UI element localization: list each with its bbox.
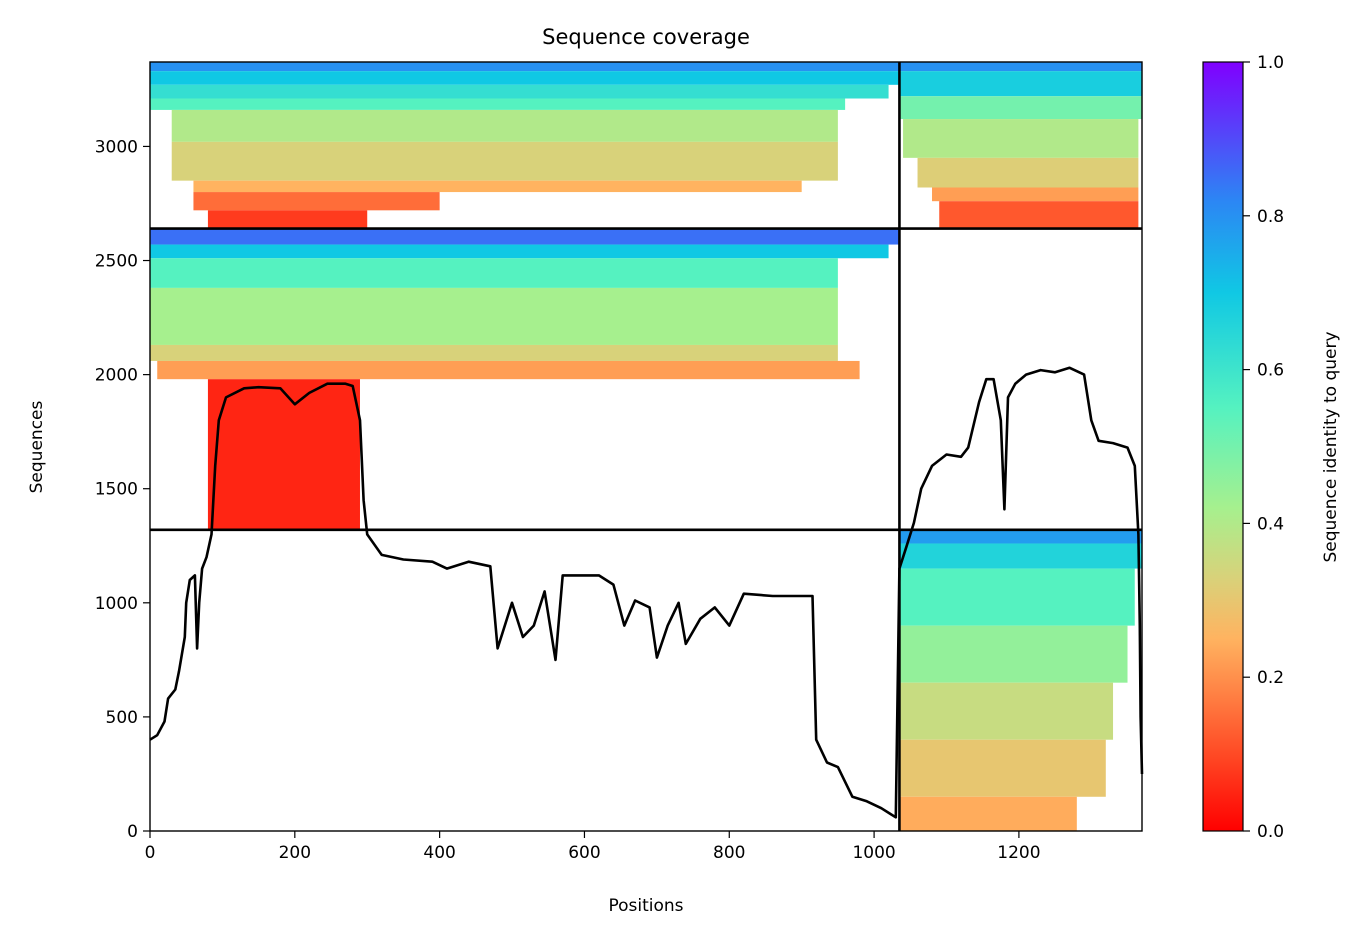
- identity-band: [150, 228, 900, 245]
- identity-band: [899, 543, 1142, 569]
- identity-band: [899, 739, 1106, 797]
- x-tick-label: 1000: [852, 843, 895, 863]
- colorbar-tick-label: 0.0: [1257, 822, 1284, 842]
- x-tick-label: 1200: [997, 843, 1040, 863]
- y-tick-label: 2500: [95, 252, 138, 272]
- identity-band: [193, 192, 440, 211]
- x-axis-label: Positions: [608, 896, 683, 916]
- identity-band: [932, 187, 1139, 202]
- y-tick-label: 1000: [95, 594, 138, 614]
- colorbar-tick-label: 1.0: [1257, 53, 1284, 73]
- identity-band: [207, 210, 368, 229]
- coverage-lines: [149, 366, 1144, 819]
- coverage-line: [149, 366, 1144, 819]
- identity-band: [207, 379, 360, 530]
- identity-band: [150, 287, 838, 345]
- identity-band: [150, 62, 900, 72]
- coverage-block-1: [150, 62, 900, 229]
- colorbar-gradient: [1202, 61, 1244, 832]
- colorbar-tick-label: 0.2: [1257, 668, 1284, 688]
- identity-band: [899, 529, 1142, 544]
- block-dividers: [150, 62, 1142, 831]
- identity-band: [899, 71, 1142, 97]
- identity-band: [150, 98, 846, 110]
- coverage-block-2: [899, 62, 1142, 229]
- identity-band: [150, 71, 900, 85]
- colorbar: 0.0 0.2 0.4 0.6 0.8 1.0 Sequence identity to …: [1202, 53, 1341, 842]
- identity-band: [171, 141, 838, 181]
- heatmap-area: [150, 62, 1142, 831]
- colorbar-tick-label: 0.8: [1257, 207, 1284, 227]
- identity-band: [899, 96, 1142, 120]
- y-tick-label: 0: [127, 822, 138, 842]
- identity-band: [939, 201, 1139, 229]
- identity-band: [899, 568, 1135, 626]
- x-tick-label: 600: [568, 843, 600, 863]
- identity-band: [917, 157, 1139, 188]
- x-tick-label: 400: [423, 843, 455, 863]
- identity-band: [899, 682, 1114, 740]
- identity-band: [903, 119, 1139, 158]
- identity-band: [193, 180, 802, 193]
- colorbar-tick-label: 0.4: [1257, 514, 1284, 534]
- y-tick-label: 3000: [95, 137, 138, 157]
- plot-frame: [149, 61, 1143, 832]
- identity-band: [150, 258, 838, 288]
- colorbar-label: Sequence identity to query: [1321, 331, 1341, 562]
- coverage-block-4: [899, 529, 1142, 831]
- y-tick-label: 1500: [95, 480, 138, 500]
- identity-band: [899, 796, 1077, 831]
- x-tick-label: 0: [145, 843, 156, 863]
- identity-band: [150, 244, 889, 259]
- identity-band: [150, 84, 889, 99]
- y-tick-label: 500: [106, 708, 138, 728]
- identity-band: [899, 62, 1142, 72]
- coverage-block-3: [150, 228, 900, 530]
- y-axis-ticks: 0 500 1000 1500 2000 2500 3000: [95, 137, 150, 842]
- identity-band: [899, 625, 1128, 683]
- chart-title: Sequence coverage: [542, 25, 750, 49]
- identity-band: [150, 344, 838, 361]
- y-tick-label: 2000: [95, 366, 138, 386]
- x-tick-label: 800: [713, 843, 745, 863]
- x-axis-ticks: 0 200 400 600 800 1000 1200: [145, 831, 1041, 863]
- colorbar-ticks: 0.0 0.2 0.4 0.6 0.8 1.0: [1243, 53, 1284, 842]
- identity-band: [157, 360, 860, 380]
- x-tick-label: 200: [279, 843, 311, 863]
- colorbar-tick-label: 0.6: [1257, 361, 1284, 381]
- identity-band: [171, 109, 838, 142]
- y-axis-label: Sequences: [27, 401, 47, 494]
